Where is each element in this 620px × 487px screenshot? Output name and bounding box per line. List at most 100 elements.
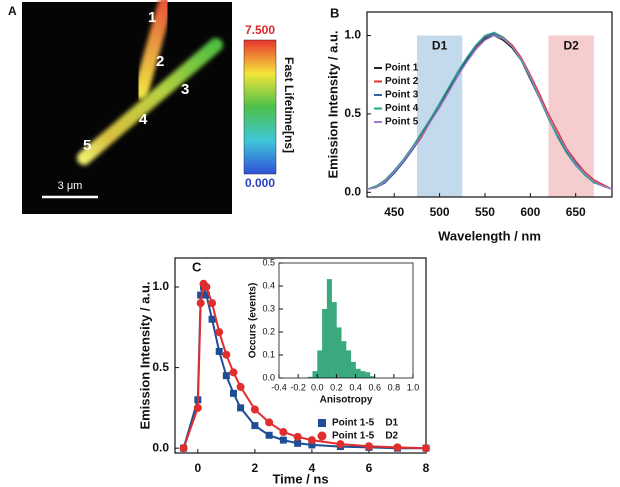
marker [307,436,316,445]
marker [197,291,205,299]
series-line [366,31,613,190]
marker [215,347,223,355]
histogram-bar [350,361,356,378]
marker [179,444,188,453]
histogram-bar [312,371,318,378]
y-tick-label: 0.5 [262,257,275,267]
x-tick-label: 0.8 [388,382,401,392]
x-tick-label: 2 [252,461,259,475]
marker [265,418,274,427]
x-axis-label: Wavelength / nm [438,228,541,243]
axes-frame [278,262,414,379]
y-tick-label: 0.3 [262,303,275,313]
marker [222,350,231,359]
marker [279,428,288,437]
x-tick-label: 0 [194,461,201,475]
x-tick-label: -0.2 [290,382,306,392]
rod [77,38,223,165]
marker [279,436,287,444]
x-tick-label: 0.0 [311,382,324,392]
histogram-bar [307,376,313,378]
y-tick-label: 0.0 [344,184,361,198]
legend-swatch [317,431,327,441]
histogram-bar [365,372,371,378]
colorbar [243,39,277,175]
y-tick-label: 1.0 [344,28,361,42]
marker [193,403,202,412]
marker [265,431,273,439]
panel-label: B [330,5,339,20]
legend-label: Point 2 [385,76,419,87]
histogram-bar [331,302,337,378]
legend-label: Point 1-5 D1 [332,418,399,429]
scale-bar-label: 3 μm [58,180,83,192]
x-tick-label: 0.6 [368,382,381,392]
panel-label: A [8,4,17,18]
marker [250,405,259,414]
marker [222,372,230,380]
point-label: 2 [156,53,164,70]
x-tick-label: 500 [430,205,450,219]
y-axis-label: Emission Intensity / a.u. [137,281,152,429]
x-tick-label: 1.0 [407,382,420,392]
histogram-bar [369,376,376,378]
region [548,35,594,197]
y-tick-label: 0.5 [152,360,169,374]
legend-swatch [318,419,326,427]
histogram-bar [317,350,323,378]
marker [208,299,217,308]
y-tick-label: 0.0 [152,440,169,454]
legend-label: Point 1 [385,63,419,74]
y-tick-label: 1.0 [152,279,169,293]
marker [215,328,224,337]
legend-label: Point 3 [385,90,419,101]
marker [237,404,245,412]
point-label: 5 [83,137,91,154]
x-tick-label: 6 [366,461,373,475]
y-axis-label: Occurs (events) [248,283,259,359]
marker [336,440,345,449]
x-tick-label: -0.4 [271,382,287,392]
micrograph [22,2,232,214]
marker [202,291,210,299]
marker [422,444,430,453]
legend-label: Point 5 [385,117,419,128]
legend-label: Point 4 [385,103,419,114]
marker [308,441,316,449]
x-axis-label: Anisotropy [320,395,373,406]
x-tick-label: 8 [423,461,430,475]
x-tick-label: 0.4 [349,382,362,392]
marker [364,442,373,451]
marker [393,443,402,452]
histogram-bar [360,371,366,378]
y-axis-label: Emission Intensity / a.u. [325,30,340,178]
marker [251,422,259,430]
x-tick-label: 4 [309,461,316,475]
histogram-bar [355,368,361,378]
x-axis-label: Time / ns [272,471,328,486]
marker [202,283,211,292]
marker [208,315,216,323]
marker [229,368,238,377]
region-label: D1 [432,39,448,53]
y-tick-label: 0.1 [262,349,275,359]
rod [133,0,173,100]
marker [196,299,205,308]
marker [229,389,237,397]
histogram-bar [346,350,352,378]
histogram-bar [341,341,347,378]
histogram-bar [336,327,342,378]
x-tick-label: 600 [520,205,540,219]
region [416,35,463,197]
y-tick-label: 0.4 [262,280,275,290]
y-tick-label: 0.0 [262,372,275,382]
marker [293,432,302,441]
region-label: D2 [563,39,579,53]
point-label: 4 [139,111,148,128]
x-tick-label: 450 [384,205,404,219]
point-label: 1 [148,9,156,26]
colorbar-max: 7.500 [245,23,275,37]
histogram-bar [326,279,332,378]
panel-label: C [192,259,202,274]
histogram-bar [322,309,328,378]
